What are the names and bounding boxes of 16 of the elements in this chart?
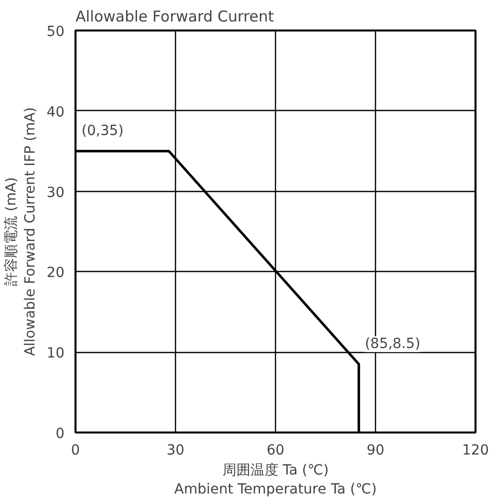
chart-title: Allowable Forward Current [76,8,274,26]
x-tick-label: 60 [266,442,284,458]
y-tick-label: 40 [46,104,65,120]
y-tick-label: 50 [46,24,65,40]
y-tick-label: 0 [56,426,65,442]
y-axis-title: 許容順電流 (mA) Allowable Forward Current IFP (mA) [3,107,39,356]
x-tick-label: 0 [71,442,80,458]
x-tick-label: 120 [462,442,489,458]
annotation: (85,8.5) [364,336,420,352]
y-tick-label: 30 [46,184,65,201]
x-tick-label: 30 [166,442,184,458]
x-tick-label: 90 [366,442,384,458]
y-tick-label: 10 [46,346,65,362]
annotation: (0,35) [82,123,124,140]
y-tick-label: 20 [46,265,65,282]
x-axis-title: 周囲温度 Ta (℃) Ambient Temperature Ta (℃) [174,462,377,498]
